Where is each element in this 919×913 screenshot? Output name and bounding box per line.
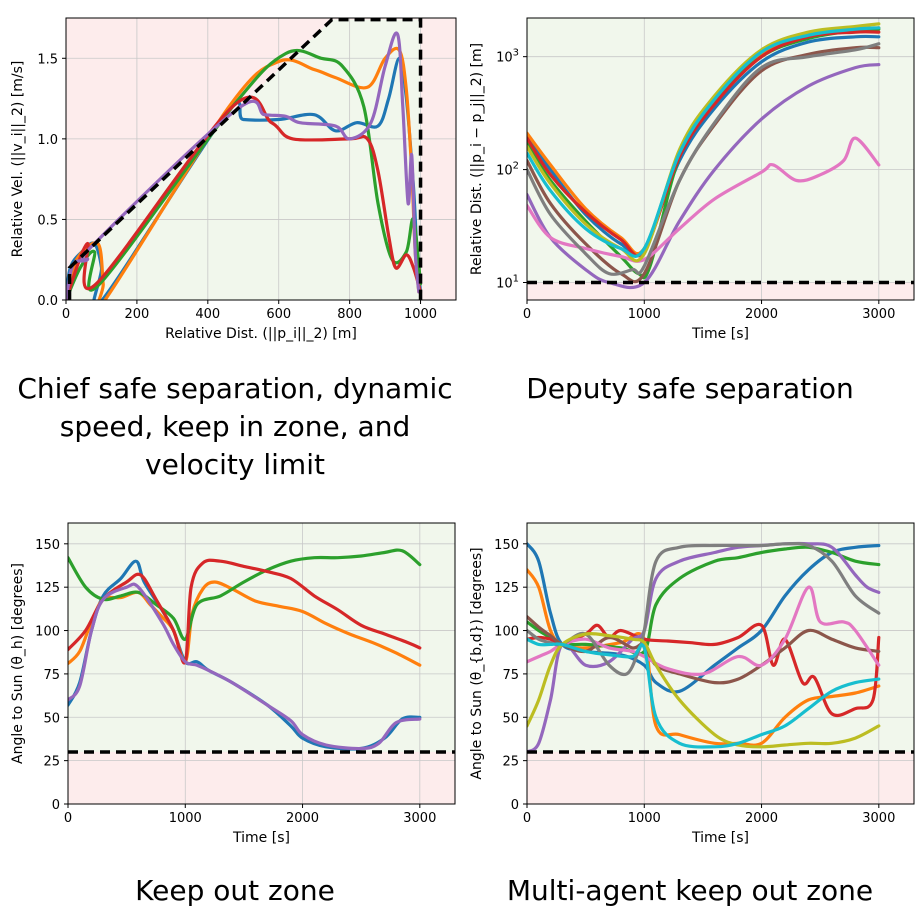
tick-base: 10 (496, 277, 513, 292)
x-tick-label: 1000 (628, 307, 661, 322)
y-tick-label: 25 (43, 755, 60, 770)
caption-line: velocity limit (145, 448, 325, 481)
y-tick-label: 1.0 (37, 133, 58, 148)
series-line (68, 548, 422, 641)
y-tick-label: 0.0 (37, 294, 58, 309)
x-axis-label: Time [s] (691, 326, 749, 342)
series-line (68, 558, 422, 665)
y-tick-label: 150 (35, 538, 60, 553)
y-tick-label: 103 (496, 48, 519, 66)
chart-multi-agent-keep-out: 0 1000 2000 3000 0 25 50 75 100 125 150 Time [s] Ang… (469, 522, 915, 846)
safe-region (69, 19, 421, 300)
y-tick-label: 50 (43, 711, 60, 726)
axes-frame (65, 17, 457, 301)
y-tick-label: 0.5 (37, 213, 58, 228)
caption-line: speed, keep in zone, and (59, 410, 411, 443)
x-tick-label: 600 (266, 307, 291, 322)
x-tick-label: 2000 (286, 811, 319, 826)
x-tick-label: 3000 (403, 811, 436, 826)
series-group (527, 22, 881, 290)
constraint-line (67, 17, 423, 300)
x-tick-label: 400 (195, 307, 220, 322)
y-tick-label: 75 (502, 668, 519, 683)
series-line (527, 542, 881, 694)
chart-chief-velocity: 0 200 400 600 800 1000 0.0 0.5 1.0 1.5 Relative Di… (10, 17, 457, 342)
y-axis-label: Relative Vel. (||v_i||_2) [m/s] (10, 61, 26, 258)
x-tick-label: 0 (62, 307, 70, 322)
x-tick-label: 0 (523, 307, 531, 322)
y-tick-label: 25 (502, 755, 519, 770)
series-group (68, 548, 422, 751)
x-tick-label: 3000 (862, 811, 895, 826)
y-axis-label: Relative Dist. (||p_i − p_j||_2) [m] (469, 43, 485, 275)
y-tick-label: 75 (43, 668, 60, 683)
tick-exponent: 3 (513, 48, 519, 59)
axes-frame (526, 17, 915, 301)
axes-frame (67, 522, 456, 805)
x-axis-label: Relative Dist. (||p_i||_2) [m] (165, 326, 357, 342)
caption-chief-safe-separation: Chief safe separation, dynamic speed, ke… (10, 370, 460, 484)
x-tick-label: 800 (337, 307, 362, 322)
x-tick-label: 0 (523, 811, 531, 826)
y-tick-label: 125 (35, 581, 60, 596)
series-line (68, 582, 422, 751)
x-tick-label: 1000 (628, 811, 661, 826)
series-line (527, 136, 881, 263)
y-tick-label: 101 (496, 274, 519, 292)
tick-exponent: 2 (513, 161, 519, 172)
caption-deputy-safe-separation: Deputy safe separation (526, 372, 854, 405)
x-tick-label: 2000 (745, 811, 778, 826)
series-line (527, 637, 881, 749)
y-tick-label: 150 (494, 538, 519, 553)
y-tick-label: 1.5 (37, 52, 58, 67)
axes-frame (526, 522, 915, 805)
caption-line: Chief safe separation, dynamic (17, 372, 453, 405)
y-tick-label: 100 (494, 625, 519, 640)
series-line (527, 62, 881, 290)
y-tick-label: 102 (496, 161, 519, 179)
caption-keep-out-zone: Keep out zone (135, 874, 335, 907)
series-group (66, 31, 423, 300)
tick-base: 10 (496, 164, 513, 179)
x-tick-label: 0 (64, 811, 72, 826)
y-tick-label: 100 (35, 625, 60, 640)
tick-base: 10 (496, 51, 513, 66)
caption-multi-agent-keep-out-zone: Multi-agent keep out zone (506, 874, 874, 907)
x-tick-label: 2000 (745, 307, 778, 322)
y-tick-label: 0 (511, 798, 519, 813)
series-group (527, 541, 881, 754)
y-axis-label: Angle to Sun (θ_h) [degrees] (10, 563, 26, 764)
tick-exponent: 1 (513, 274, 519, 285)
x-tick-label: 1000 (404, 307, 437, 322)
x-axis-label: Time [s] (232, 830, 290, 846)
series-line (527, 26, 881, 258)
chart-keep-out-zone: 0 1000 2000 3000 0 25 50 75 100 125 150 Time [s] Ang… (10, 522, 456, 846)
y-tick-label: 0 (52, 798, 60, 813)
x-axis-label: Time [s] (691, 830, 749, 846)
y-tick-label: 50 (502, 711, 519, 726)
x-tick-label: 200 (124, 307, 149, 322)
x-tick-label: 1000 (169, 811, 202, 826)
series-line (527, 42, 881, 276)
y-axis-label: Angle to Sun (θ_{b,d}) [degrees] (469, 547, 485, 779)
y-tick-label: 125 (494, 581, 519, 596)
x-tick-label: 3000 (862, 307, 895, 322)
